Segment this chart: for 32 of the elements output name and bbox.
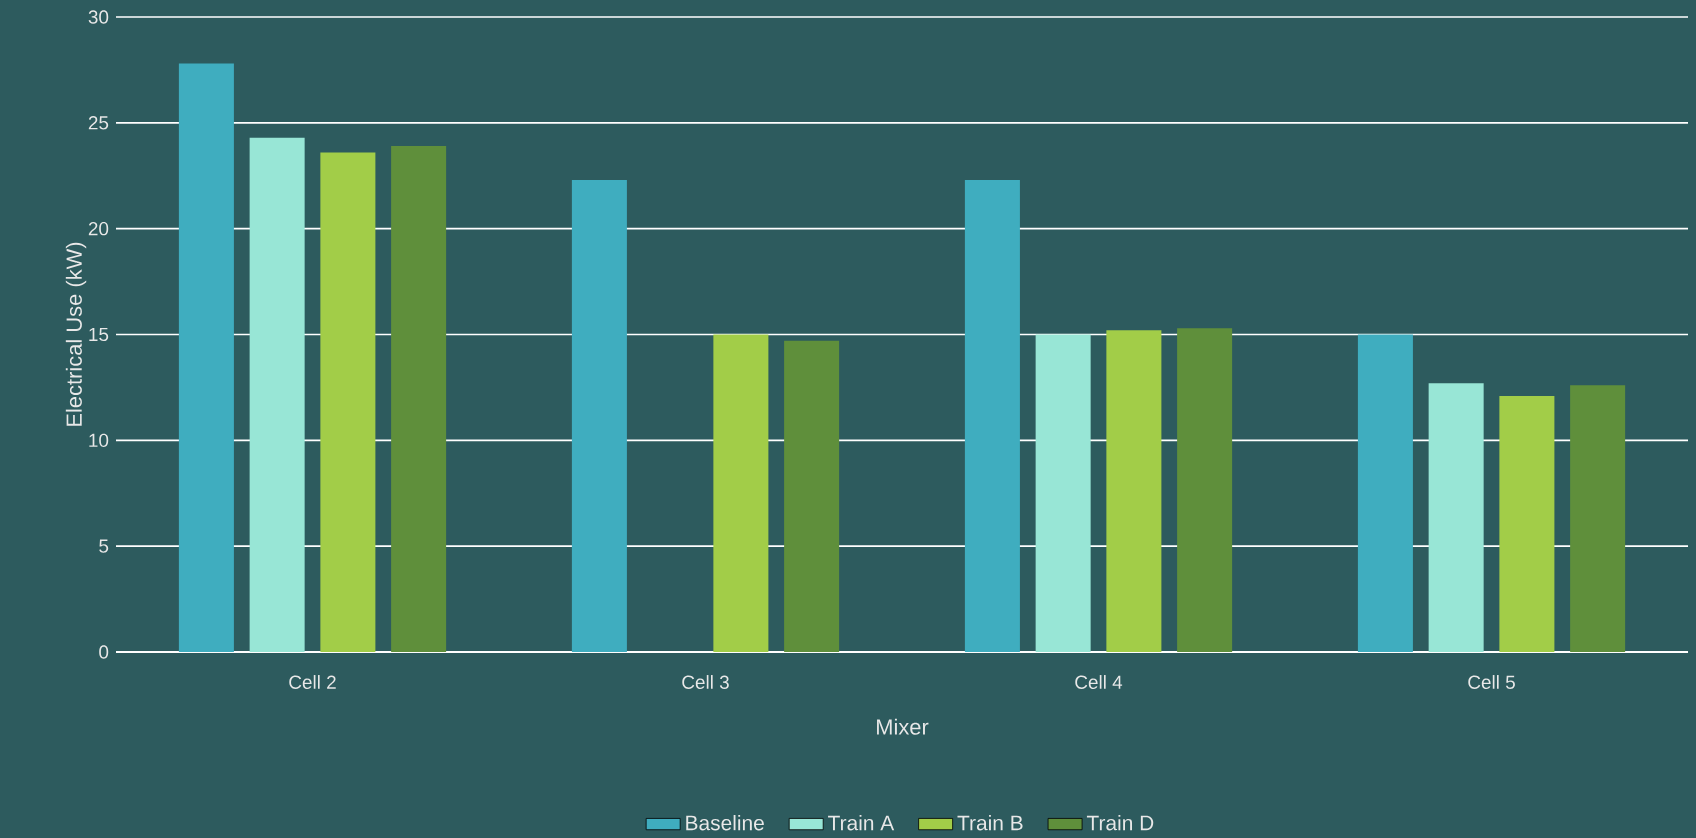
legend-label: Train B: [957, 815, 1023, 831]
y-tick-label: 5: [99, 539, 109, 553]
legend-label: Train D: [1086, 815, 1154, 831]
y-tick-label: 30: [88, 10, 109, 24]
y-axis-title: Electrical Use (kW): [65, 242, 87, 426]
bar: [320, 152, 376, 652]
x-tick-label: Cell 2: [289, 675, 336, 689]
x-tick-label: Cell 3: [682, 675, 729, 689]
legend-label: Baseline: [686, 815, 764, 831]
bar: [571, 179, 627, 652]
y-tick-label: 20: [88, 221, 109, 236]
y-tick-label: 10: [89, 433, 109, 448]
bar: [1177, 328, 1233, 652]
legend-label: Train A: [828, 815, 895, 831]
bar: [784, 340, 840, 652]
bar: [1499, 395, 1555, 652]
x-tick-label: Cell 5: [1468, 675, 1515, 689]
bar: [249, 137, 305, 652]
y-tick-label: 0: [99, 645, 109, 659]
bar: [1570, 385, 1626, 652]
bar: [964, 179, 1020, 652]
bar: [1035, 334, 1091, 652]
bar: [1428, 383, 1484, 652]
y-tick-label: 15: [89, 327, 109, 342]
bar: [178, 63, 234, 652]
x-tick-label: Cell 4: [1075, 675, 1123, 689]
bar: [391, 146, 447, 652]
x-axis-title: Mixer: [877, 718, 929, 735]
bar: [1357, 334, 1413, 652]
bar: [1106, 330, 1162, 652]
bar: [713, 334, 769, 652]
y-tick-label: 25: [88, 116, 109, 130]
